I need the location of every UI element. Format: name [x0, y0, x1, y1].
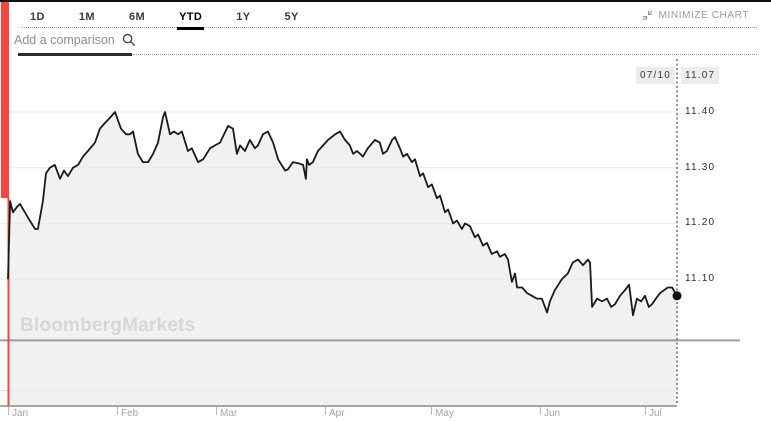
crosshair-value-label: 11.07: [681, 67, 720, 84]
price-area-fill: [8, 112, 677, 406]
x-tick: Jan: [8, 407, 28, 419]
x-tick: May: [431, 407, 454, 419]
gridlines: [0, 111, 677, 391]
x-tick: Jun: [540, 407, 560, 419]
x-tick-mark: [540, 407, 541, 415]
x-tick-mark: [8, 407, 9, 415]
price-line: [7, 111, 678, 317]
comparison-input[interactable]: [14, 33, 116, 47]
x-tick-mark: [431, 407, 432, 415]
x-tick-mark: [117, 407, 118, 415]
x-tick-mark: [645, 407, 646, 415]
y-tick-label: 11.30: [685, 162, 716, 173]
x-tick: Jul: [645, 407, 662, 419]
tab-1m[interactable]: 1M: [77, 6, 97, 30]
range-tabs: 1D 1M 6M YTD 1Y 5Y: [28, 6, 301, 30]
tab-6m[interactable]: 6M: [127, 6, 147, 30]
x-tick: Mar: [216, 407, 237, 419]
accent-red-line: [7, 198, 10, 406]
x-tick: Apr: [325, 407, 345, 419]
accent-red-bar: [1, 2, 9, 198]
tab-1d[interactable]: 1D: [28, 6, 47, 30]
search-icon[interactable]: [122, 33, 136, 47]
x-tick-label: Feb: [121, 408, 139, 419]
x-tick-label: May: [435, 408, 454, 419]
bloomberg-watermark: BloombergMarkets: [20, 315, 196, 336]
x-tick-mark: [325, 407, 326, 415]
minimize-chart-button[interactable]: MINIMIZE CHART: [636, 9, 755, 22]
top-dotted-separator: [22, 27, 757, 28]
tab-1y[interactable]: 1Y: [234, 6, 252, 30]
x-tick-label: Apr: [329, 408, 345, 419]
y-tick-label: 11.40: [685, 106, 716, 117]
tab-5y[interactable]: 5Y: [283, 6, 301, 30]
x-tick-label: Jul: [649, 408, 662, 419]
comparison-underline: [18, 53, 132, 56]
comparison-dotted-separator: [133, 54, 757, 55]
minimize-icon: [642, 10, 653, 21]
x-tick-label: Jun: [544, 408, 561, 419]
last-price-dot: [672, 291, 682, 301]
y-tick-label: 11.20: [685, 217, 716, 228]
crosshair-date-label: 07/10: [635, 67, 675, 84]
minimize-label: MINIMIZE CHART: [658, 10, 749, 21]
x-tick-mark: [216, 407, 217, 415]
x-tick: Feb: [117, 407, 138, 419]
x-tick-label: Mar: [220, 408, 238, 419]
tab-ytd[interactable]: YTD: [177, 6, 205, 30]
y-tick-label: 11.10: [685, 273, 716, 284]
comparison-bar: [14, 33, 136, 47]
x-tick-label: Jan: [12, 408, 29, 419]
